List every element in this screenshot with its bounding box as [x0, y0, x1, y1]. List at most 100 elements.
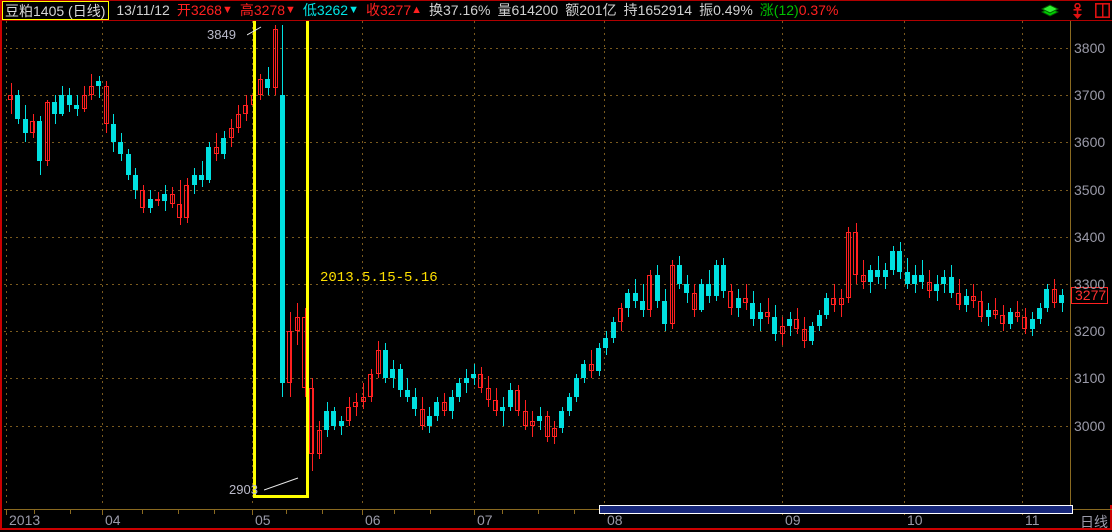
time-tick-mark — [474, 510, 475, 515]
time-tick-label: 09 — [785, 512, 801, 528]
money-stack-icon[interactable] — [1040, 3, 1060, 20]
horizontal-scrollbar[interactable] — [599, 505, 1073, 514]
candle-down — [405, 390, 410, 398]
candle-up — [1052, 288, 1057, 303]
candle-up — [368, 373, 373, 398]
candle-up — [956, 293, 961, 306]
candle-down — [640, 300, 645, 310]
candle-down — [23, 118, 28, 133]
candle-up — [530, 420, 535, 426]
candle-wick — [444, 392, 445, 417]
candle-wick — [312, 378, 313, 472]
candle-wick — [768, 298, 769, 325]
split-window-icon[interactable] — [1095, 3, 1110, 20]
candle-up — [273, 29, 278, 89]
candle-down — [500, 406, 505, 412]
candle-down — [398, 368, 403, 391]
candle-down — [611, 321, 616, 339]
time-tick-label: 06 — [365, 512, 381, 528]
annotation-low-leader-line — [264, 477, 299, 491]
candle-down — [750, 302, 755, 320]
quote-date: 13/11/12 — [116, 2, 170, 18]
candle-down — [1037, 307, 1042, 320]
candle-wick — [47, 99, 48, 166]
candle-down — [133, 175, 138, 190]
candle-down — [59, 95, 64, 115]
candle-wick — [650, 269, 651, 318]
candle-wick — [91, 73, 92, 100]
price-tick-label: 3500 — [1074, 181, 1106, 198]
price-tick-label: 3100 — [1074, 370, 1106, 387]
candle-wick — [488, 376, 489, 407]
candle-up — [486, 387, 491, 400]
chart-gridlines — [4, 21, 1070, 505]
candle-down — [339, 420, 344, 426]
candle-up — [258, 78, 263, 96]
candlestick-plot-area[interactable]: 3849 2903 2013.5.15-5.16 — [4, 21, 1070, 505]
candle-wick — [341, 416, 342, 436]
candle-up — [1022, 317, 1027, 329]
candle-wick — [172, 187, 173, 209]
candle-down — [96, 81, 101, 86]
candle-down — [662, 300, 667, 325]
gridline-vertical — [904, 21, 905, 505]
price-tick-label: 3700 — [1074, 87, 1106, 104]
candle-wick — [1003, 305, 1004, 332]
candle-wick — [202, 161, 203, 188]
candle-up — [618, 307, 623, 322]
gridline-vertical — [102, 21, 103, 505]
candle-up — [839, 298, 844, 306]
candle-down — [67, 95, 72, 105]
instrument-title-tab[interactable]: 豆粕1405 (日线) — [2, 1, 110, 20]
candle-wick — [554, 420, 555, 445]
candle-down — [118, 142, 123, 155]
window-bottom-border — [2, 528, 1112, 530]
candle-up — [353, 402, 358, 407]
time-tick-label: 05 — [255, 512, 271, 528]
candle-down — [383, 350, 388, 379]
candle-up — [229, 128, 234, 138]
candle-wick — [275, 24, 276, 96]
time-minor-tick — [286, 510, 287, 514]
candle-down — [625, 293, 630, 308]
candle-wick — [143, 184, 144, 214]
time-tick-mark — [102, 510, 103, 515]
gridline-horizontal — [4, 48, 1070, 49]
candle-down — [883, 269, 888, 277]
period-label: 日线 — [1080, 514, 1108, 530]
candle-wick — [731, 284, 732, 315]
amount-label: 额 — [565, 2, 580, 18]
annotation-period-high: 3849 — [207, 27, 236, 42]
candle-wick — [635, 279, 636, 308]
time-minor-tick — [538, 510, 539, 514]
price-axis[interactable]: 3277 3800 3700 3600 3500 3400 3300 3200 3100 300… — [1070, 21, 1112, 505]
anchor-icon[interactable] — [1071, 2, 1084, 20]
quote-header-bar: 豆粕1405 (日线) 13/11/12 开3268▼ 高3278▼ 低3262▼ 收32… — [2, 0, 1112, 21]
gridline-horizontal — [4, 331, 1070, 332]
field-high-label: 高 — [239, 2, 254, 18]
candle-wick — [1017, 300, 1018, 322]
gridline-vertical — [604, 21, 605, 505]
candle-down — [567, 397, 572, 412]
candle-up — [243, 104, 248, 115]
candle-up — [104, 85, 109, 124]
candle-up — [346, 406, 351, 421]
time-tick-mark — [6, 510, 7, 515]
candle-up — [515, 390, 520, 412]
candle-wick — [525, 399, 526, 431]
highlight-selection-box — [253, 21, 309, 498]
candle-wick — [187, 177, 188, 223]
candle-wick — [672, 260, 673, 329]
price-tick-label: 3400 — [1074, 228, 1106, 245]
time-axis[interactable]: 日线 2013 04 05 06 07 08 09 10 11 — [4, 509, 1112, 530]
candle-wick — [363, 383, 364, 410]
candle-down — [559, 411, 564, 428]
amount-value: 201亿 — [579, 2, 617, 18]
candle-wick — [349, 397, 350, 426]
candle-down — [721, 265, 726, 292]
time-minor-tick — [70, 510, 71, 514]
candle-up — [802, 328, 807, 341]
candle-down — [772, 317, 777, 334]
candle-down — [508, 390, 513, 407]
gridline-horizontal — [4, 284, 1070, 285]
